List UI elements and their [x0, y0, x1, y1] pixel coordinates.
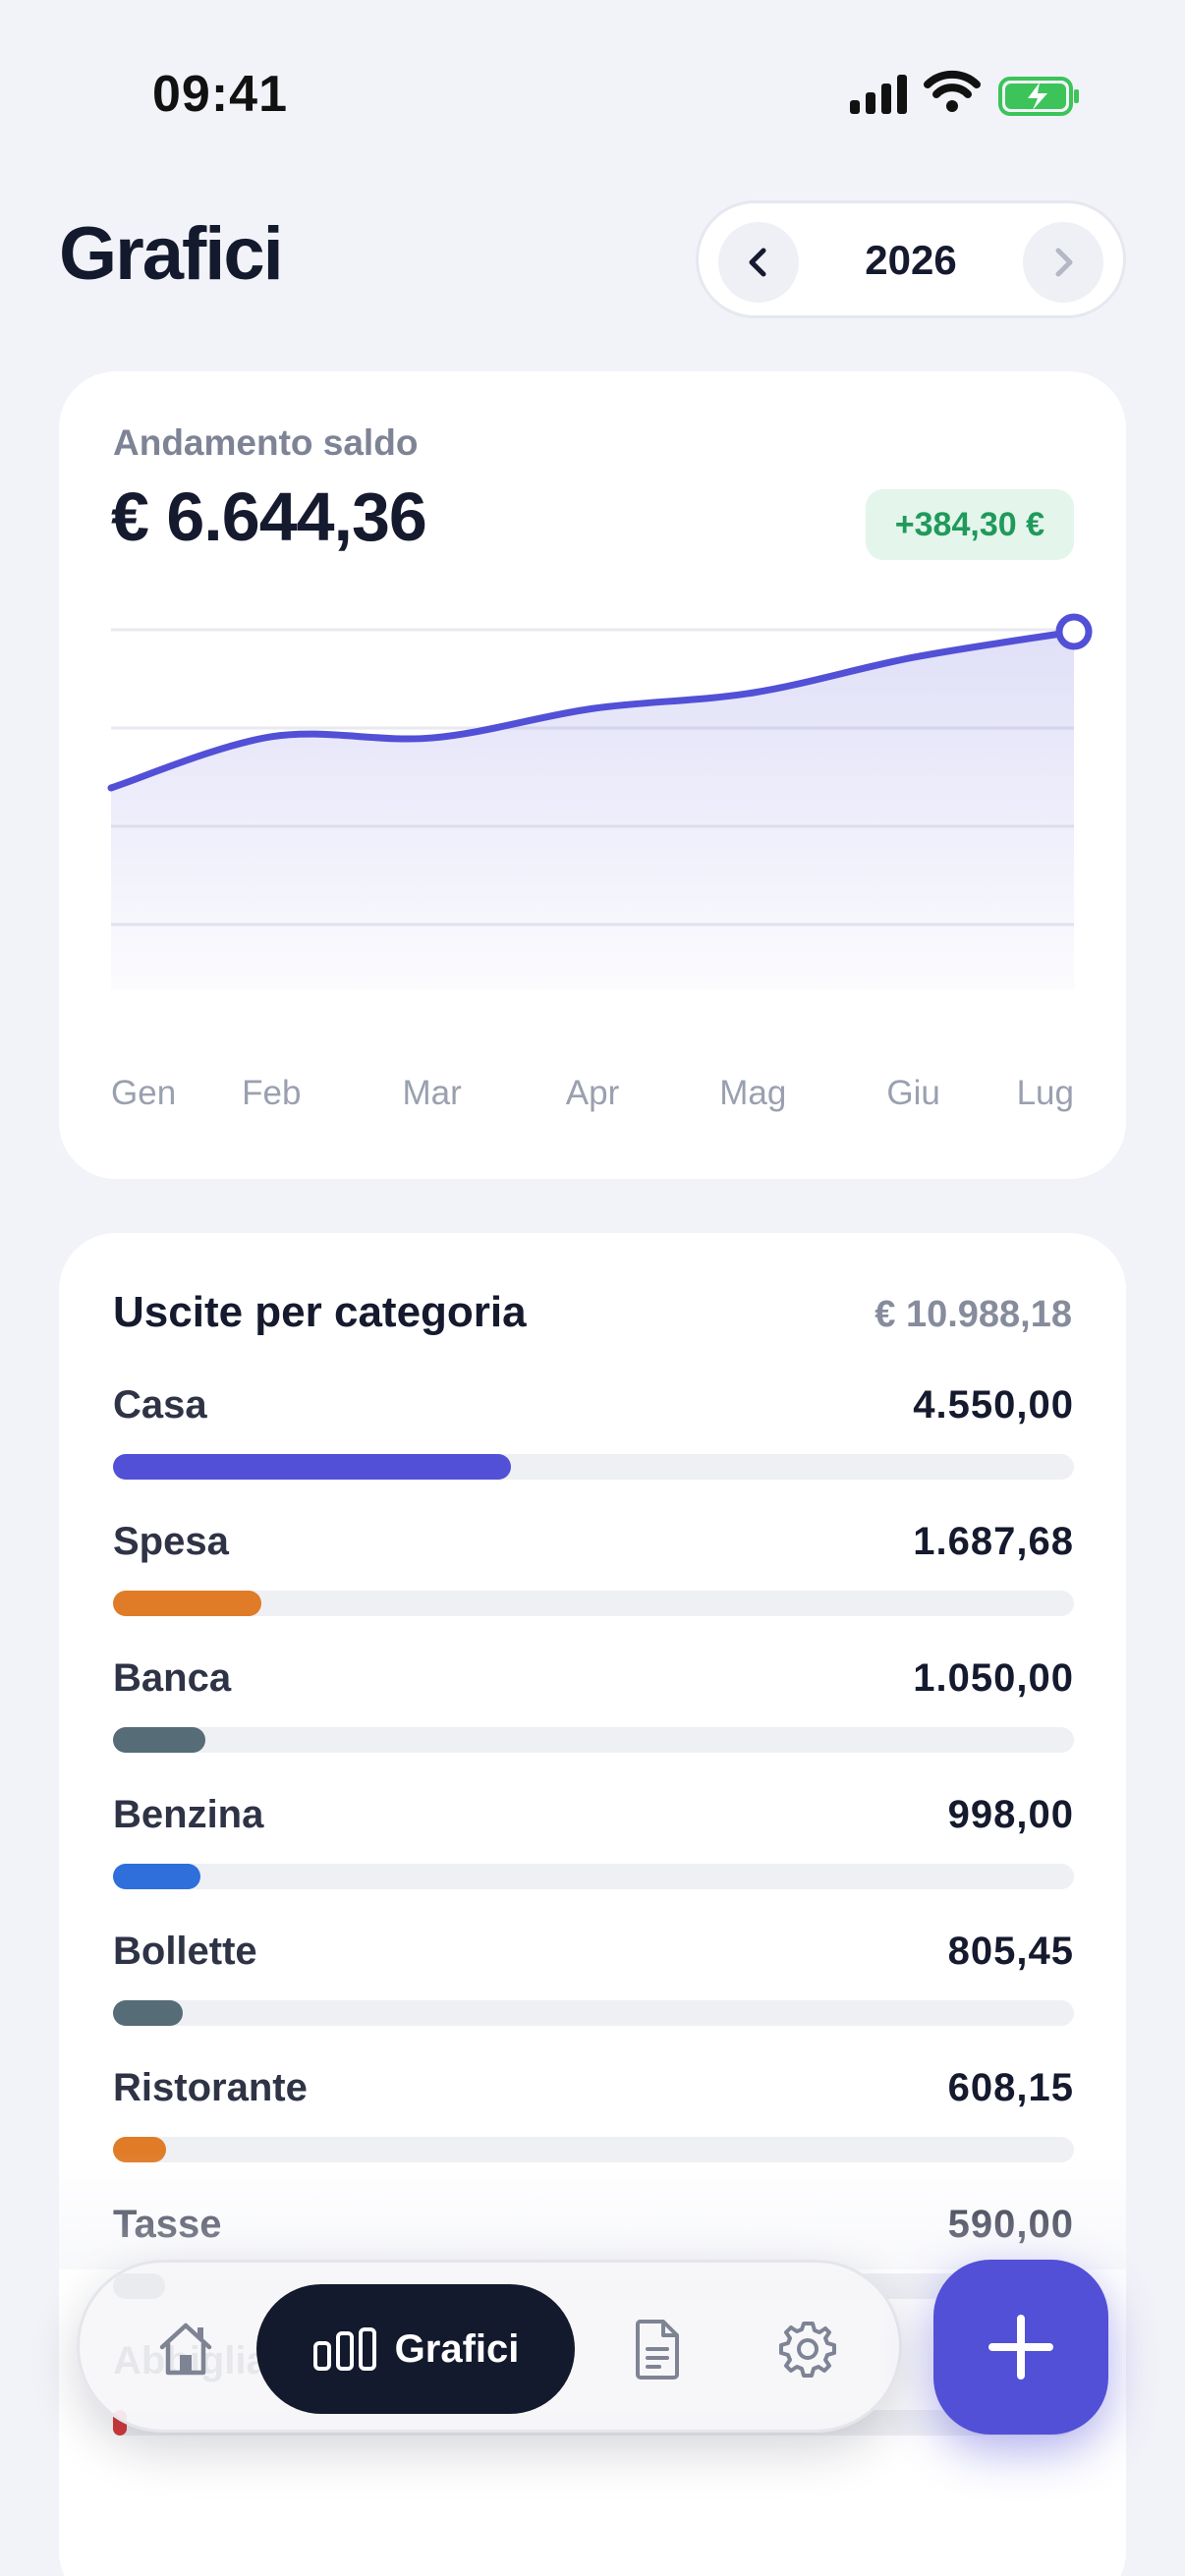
tab-home[interactable] [139, 2302, 233, 2396]
category-amount: 608,15 [947, 2066, 1074, 2109]
document-icon [636, 2320, 679, 2380]
category-row[interactable]: Spesa 1.687,68 [113, 1520, 1074, 1628]
previous-year-button[interactable] [718, 222, 799, 303]
year-picker: 2026 [696, 200, 1126, 318]
chart-last-point [1055, 613, 1093, 650]
chevron-left-icon [749, 248, 766, 277]
status-time: 09:41 [152, 66, 288, 123]
category-bar-track [113, 1591, 1074, 1616]
category-amount: 998,00 [947, 1793, 1074, 1836]
signal-icon [850, 75, 907, 114]
chart-x-tick-label: Apr [565, 1074, 620, 1112]
category-row[interactable]: Banca 1.050,00 [113, 1656, 1074, 1764]
category-bar-fill [113, 1864, 200, 1889]
year-label: 2026 [865, 237, 957, 283]
gear-icon [779, 2322, 836, 2378]
category-name: Casa [113, 1383, 207, 1427]
next-year-button[interactable] [1023, 222, 1103, 303]
category-amount: 1.050,00 [913, 1656, 1074, 1700]
chart-x-tick-label: Gen [111, 1074, 177, 1112]
category-bar-track [113, 2137, 1074, 2162]
chart-x-tick-label: Feb [242, 1074, 302, 1112]
category-bar-fill [113, 2000, 184, 2026]
category-name: Tasse [113, 2203, 222, 2246]
category-bar-track [113, 1864, 1074, 1889]
status-bar: 09:41 [0, 0, 1185, 187]
expenses-total: € 10.988,18 [875, 1294, 1072, 1335]
category-bar-fill [113, 1591, 261, 1616]
category-name: Banca [113, 1656, 232, 1700]
expenses-title: Uscite per categoria [113, 1288, 527, 1336]
tab-settings[interactable] [761, 2302, 855, 2396]
home-icon [159, 2323, 212, 2376]
category-amount: 590,00 [947, 2203, 1074, 2246]
chart-area-fill [111, 632, 1074, 990]
chart-x-tick-label: Lug [1016, 1074, 1074, 1112]
chart-x-tick-label: Giu [886, 1074, 940, 1112]
category-row[interactable]: Ristorante 608,15 [113, 2066, 1074, 2174]
add-transaction-button[interactable] [933, 2260, 1108, 2435]
category-bar-fill [113, 1454, 511, 1480]
tab-documents[interactable] [610, 2302, 705, 2396]
page-title: Grafici [59, 212, 284, 296]
category-row[interactable]: Casa 4.550,00 [113, 1383, 1074, 1491]
plus-icon [988, 2315, 1053, 2380]
chart-x-tick-label: Mag [719, 1074, 787, 1112]
category-name: Spesa [113, 1520, 229, 1563]
category-amount: 1.687,68 [913, 1520, 1074, 1563]
category-amount: 4.550,00 [913, 1383, 1074, 1427]
wifi-icon [924, 70, 981, 112]
category-bar-fill [113, 1727, 205, 1753]
balance-chart [107, 613, 1093, 990]
balance-value: € 6.644,36 [111, 478, 427, 555]
bar-chart-icon [312, 2327, 376, 2371]
tab-charts-label: Grafici [394, 2326, 520, 2371]
category-bar-fill [113, 2137, 166, 2162]
category-bar-track [113, 2000, 1074, 2026]
tab-bar: Grafici [77, 2260, 902, 2433]
chart-x-tick-label: Mar [402, 1074, 462, 1112]
category-row[interactable]: Benzina 998,00 [113, 1793, 1074, 1901]
chart-series-line [107, 628, 1078, 792]
balance-delta-badge: +384,30 € [865, 489, 1074, 560]
balance-card: Andamento saldo € 6.644,36 +384,30 € Gen… [59, 371, 1126, 1179]
category-name: Ristorante [113, 2066, 308, 2109]
category-bar-track [113, 1454, 1074, 1480]
balance-label: Andamento saldo [113, 422, 419, 463]
chart-x-axis: Gen Feb Mar Apr Mag Giu Lug [59, 1074, 1126, 1123]
tab-charts[interactable]: Grafici [256, 2284, 575, 2414]
chevron-right-icon [1055, 248, 1073, 277]
battery-icon [998, 77, 1079, 116]
category-bar-track [113, 1727, 1074, 1753]
category-amount: 805,45 [947, 1930, 1074, 1973]
category-row[interactable]: Bollette 805,45 [113, 1930, 1074, 2038]
category-name: Bollette [113, 1930, 257, 1973]
category-name: Benzina [113, 1793, 264, 1836]
